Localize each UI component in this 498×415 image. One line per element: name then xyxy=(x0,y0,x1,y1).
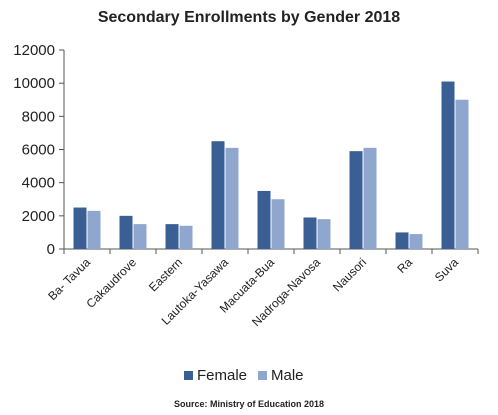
bar-male-9 xyxy=(455,99,469,249)
bar-male-7 xyxy=(363,147,377,249)
y-tick-label: 2000 xyxy=(22,208,55,225)
chart-title: Secondary Enrollments by Gender 2018 xyxy=(97,9,401,26)
x-tick-label: Suva xyxy=(432,255,461,284)
y-tick-label: 8000 xyxy=(22,108,55,125)
source-note: Source: Ministry of Education 2018 xyxy=(173,399,325,409)
x-tick-label: Ba- Tavua xyxy=(45,255,93,303)
y-tick-label: 12000 xyxy=(13,42,55,59)
bar-male-8 xyxy=(409,234,423,249)
legend-swatch-female xyxy=(184,371,193,380)
bar-female-8 xyxy=(395,232,409,249)
x-tick-label: Nausori xyxy=(330,255,369,294)
legend-label-female: Female xyxy=(197,367,247,384)
axes: 0 2000 4000 6000 8000 10000 12000 xyxy=(13,42,479,258)
x-tick-label: Ra xyxy=(394,255,415,276)
legend-label-male: Male xyxy=(271,367,304,384)
bar-female-7 xyxy=(349,151,363,249)
bar-female-6 xyxy=(303,217,317,249)
legend: Female Male xyxy=(184,367,304,384)
bar-male-1 xyxy=(87,210,101,249)
bar-male-2 xyxy=(133,224,147,249)
bar-female-5 xyxy=(257,190,271,249)
bar-female-4 xyxy=(211,141,225,249)
y-tick-label: 4000 xyxy=(22,175,55,192)
bar-male-3 xyxy=(179,225,193,249)
bar-chart: 0 2000 4000 6000 8000 10000 12000 Ba- TavuaCak… xyxy=(13,42,479,384)
y-tick-label: 0 xyxy=(47,241,55,258)
bar-male-5 xyxy=(271,199,285,249)
legend-swatch-male xyxy=(258,371,267,380)
bar-female-2 xyxy=(119,215,133,249)
x-tick-label: Eastern xyxy=(146,255,185,294)
bar-female-9 xyxy=(441,81,455,249)
bar-male-6 xyxy=(317,219,331,249)
bars-group xyxy=(73,81,469,249)
x-tick-label: Cakaudrove xyxy=(83,255,139,311)
bar-male-4 xyxy=(225,147,239,249)
bar-female-3 xyxy=(165,224,179,249)
y-tick-label: 6000 xyxy=(22,142,55,159)
bar-female-1 xyxy=(73,207,87,249)
y-tick-label: 10000 xyxy=(13,75,55,92)
